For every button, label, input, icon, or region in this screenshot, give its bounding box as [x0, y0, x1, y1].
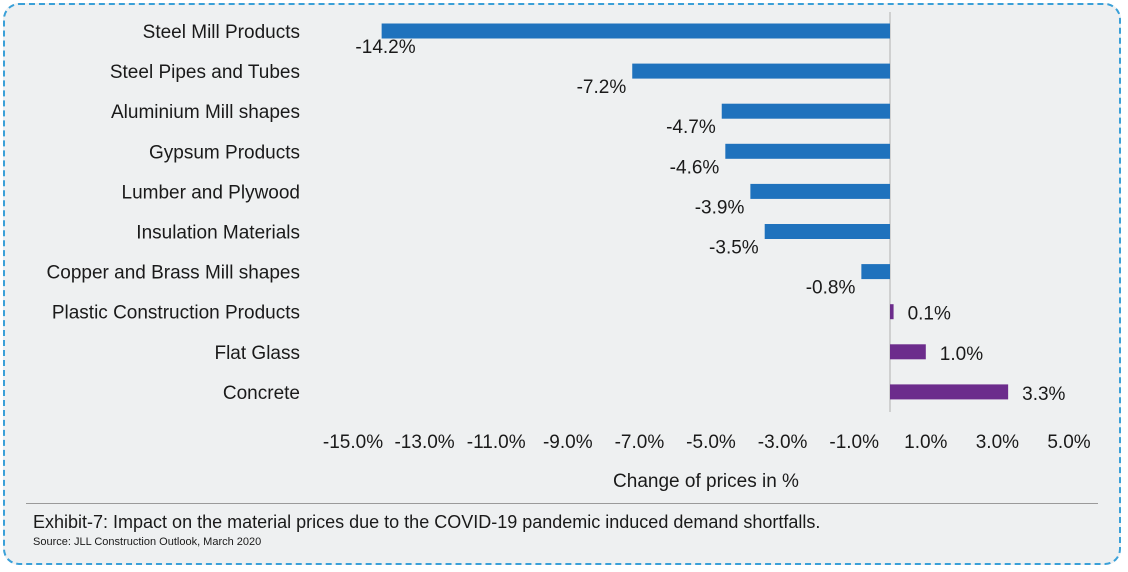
bar	[632, 63, 890, 79]
x-axis-title: Change of prices in %	[613, 471, 799, 492]
x-tick-label: 5.0%	[1047, 432, 1090, 453]
bar	[721, 103, 890, 119]
data-label: -4.7%	[666, 117, 716, 138]
bar	[890, 304, 894, 320]
data-label: -0.8%	[806, 278, 856, 299]
bar	[890, 384, 1009, 400]
category-label: Insulation Materials	[136, 223, 300, 244]
x-tick-label: -7.0%	[615, 432, 665, 453]
chart-frame	[3, 3, 1121, 565]
chart-caption: Exhibit-7: Impact on the material prices…	[33, 512, 821, 532]
x-tick-label: 3.0%	[976, 432, 1019, 453]
data-label: 1.0%	[940, 344, 983, 365]
category-label: Lumber and Plywood	[122, 182, 301, 203]
bar	[750, 183, 890, 199]
x-tick-label: -9.0%	[543, 432, 593, 453]
x-tick-label: -3.0%	[758, 432, 808, 453]
category-label: Flat Glass	[214, 343, 300, 364]
x-tick-label: -15.0%	[323, 432, 383, 453]
category-label: Steel Pipes and Tubes	[110, 62, 300, 83]
data-label: -3.9%	[695, 197, 745, 218]
category-label: Gypsum Products	[149, 142, 300, 163]
category-label: Copper and Brass Mill shapes	[47, 263, 300, 284]
category-label: Steel Mill Products	[143, 22, 300, 43]
bar	[381, 23, 890, 39]
data-label: -4.6%	[670, 157, 720, 178]
data-label: 0.1%	[908, 304, 951, 325]
data-label: -3.5%	[709, 238, 759, 259]
bar	[861, 264, 890, 280]
data-label: 3.3%	[1022, 384, 1065, 405]
x-tick-label: -13.0%	[394, 432, 454, 453]
bar	[725, 143, 890, 159]
x-tick-label: -11.0%	[467, 432, 526, 453]
bar-chart: Steel Mill Products -14.2% Steel Pipes and…	[47, 12, 1091, 492]
category-label: Concrete	[223, 383, 300, 404]
x-tick-label: -1.0%	[829, 432, 879, 453]
data-label: -7.2%	[577, 77, 627, 98]
bar	[764, 224, 890, 239]
bar	[890, 344, 926, 360]
data-label: -14.2%	[355, 37, 415, 58]
x-tick-label: -5.0%	[686, 432, 736, 453]
chart-source: Source: JLL Construction Outlook, March …	[33, 536, 262, 548]
x-tick-label: 1.0%	[904, 432, 947, 453]
caption-divider	[26, 503, 1098, 504]
category-label: Aluminium Mill shapes	[111, 102, 300, 123]
category-label: Plastic Construction Products	[52, 303, 300, 324]
